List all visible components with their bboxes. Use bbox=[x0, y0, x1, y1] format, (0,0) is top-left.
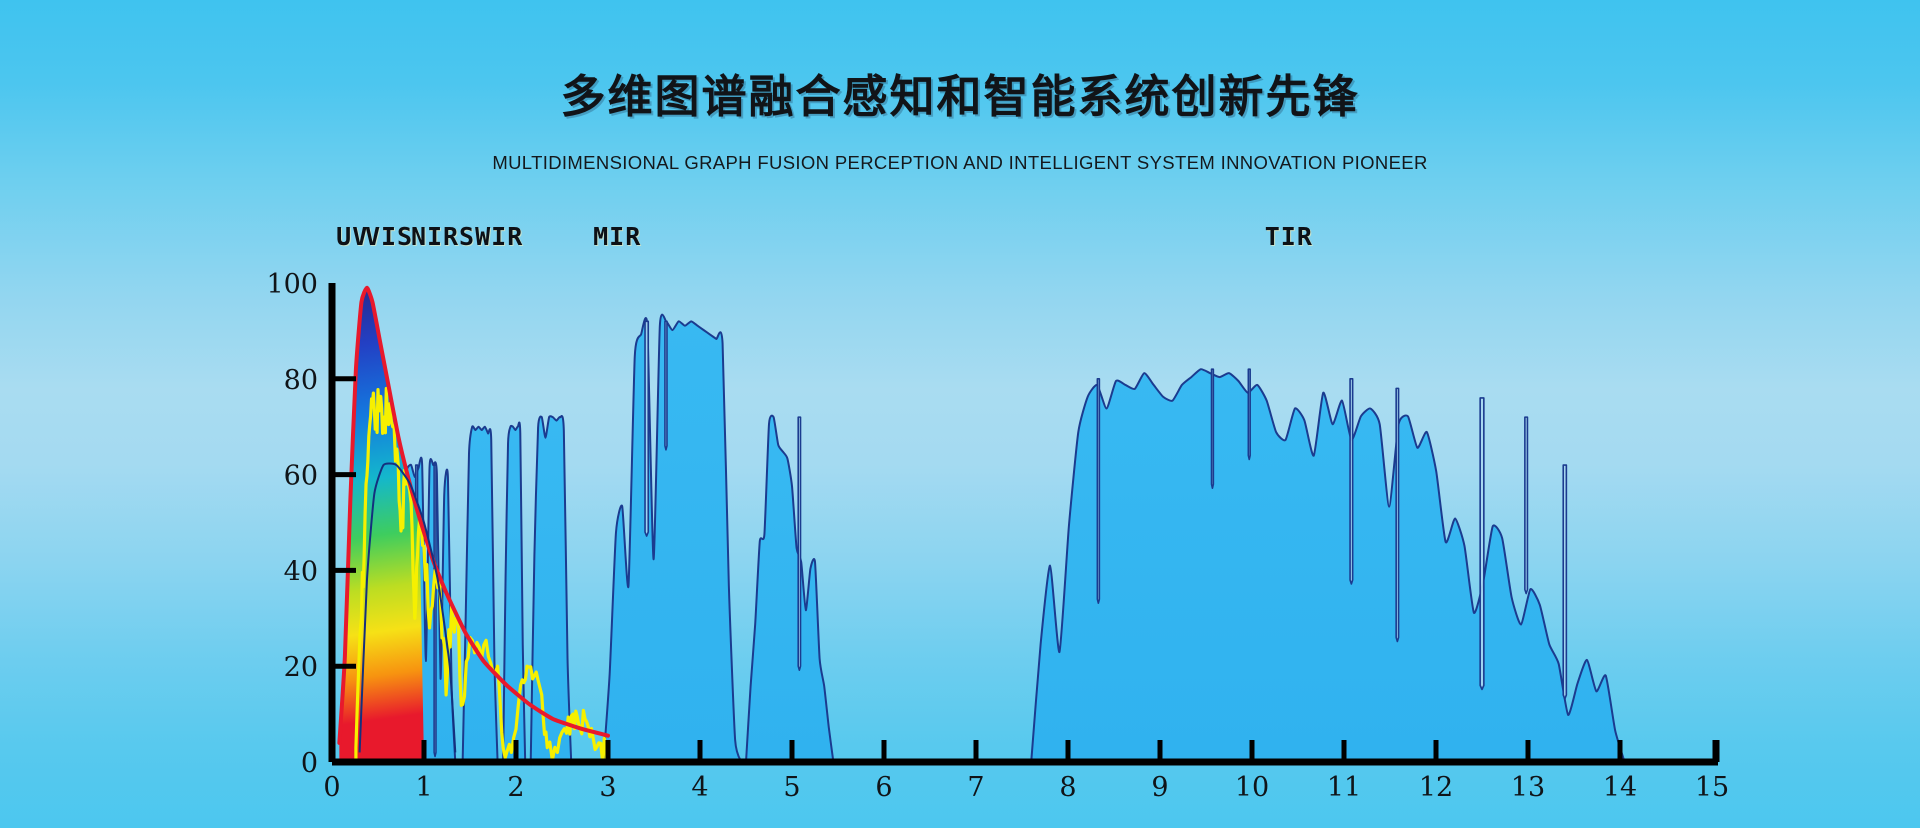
x-tick-label-3: 3 bbox=[599, 772, 616, 803]
band-label-uv: UV bbox=[336, 222, 369, 251]
x-tick-label-10: 10 bbox=[1235, 772, 1269, 803]
absorption-notch-10 bbox=[1395, 387, 1400, 643]
blackbody-path bbox=[337, 285, 610, 745]
atmospheric-window-5 bbox=[745, 414, 835, 763]
band-label-mir: MIR bbox=[593, 222, 642, 251]
atmospheric-window-6 bbox=[1030, 368, 1626, 763]
band-label-swir: SWIR bbox=[459, 222, 524, 251]
absorption-notch-7 bbox=[1210, 368, 1215, 489]
absorption-notch-9 bbox=[1349, 378, 1354, 585]
x-tick-label-13: 13 bbox=[1511, 772, 1545, 803]
x-tick-label-7: 7 bbox=[967, 772, 984, 803]
atmospheric-window-3 bbox=[529, 415, 573, 763]
absorption-notch-2 bbox=[433, 464, 437, 758]
absorption-notch-13 bbox=[1562, 464, 1568, 700]
absorption-notch-6 bbox=[1096, 378, 1101, 604]
absorption-notch-5 bbox=[797, 416, 802, 671]
x-tick-label-4: 4 bbox=[691, 772, 708, 803]
x-tick-label-1: 1 bbox=[415, 772, 432, 803]
page-subtitle: MULTIDIMENSIONAL GRAPH FUSION PERCEPTION… bbox=[492, 152, 1428, 173]
atmospheric-window-2 bbox=[502, 421, 527, 763]
y-tick-label-0: 0 bbox=[301, 748, 318, 779]
blackbody-curve bbox=[337, 285, 610, 753]
x-tick-label-11: 11 bbox=[1327, 772, 1361, 803]
absorption-notch-12 bbox=[1524, 416, 1529, 595]
absorption-notch-8 bbox=[1247, 368, 1251, 461]
y-tick-label-20: 20 bbox=[284, 652, 318, 683]
atmospheric-window-4 bbox=[602, 313, 743, 763]
band-label-tir: TIR bbox=[1264, 222, 1313, 251]
absorption-notch-4 bbox=[664, 320, 668, 451]
visible-window-outline bbox=[358, 462, 457, 753]
absorption-notch-11 bbox=[1479, 397, 1485, 691]
x-tick-label-9: 9 bbox=[1151, 772, 1168, 803]
y-tick-label-100: 100 bbox=[266, 269, 318, 300]
page-title: 多维图谱融合感知和智能系统创新先锋 bbox=[560, 70, 1360, 123]
y-tick-label-80: 80 bbox=[284, 365, 318, 396]
atmospheric-window-areas bbox=[358, 313, 1626, 763]
x-tick-label-14: 14 bbox=[1603, 772, 1637, 803]
x-tick-label-8: 8 bbox=[1059, 772, 1076, 803]
x-tick-label-0: 0 bbox=[323, 772, 340, 803]
y-axis-tick-labels: 0 20 40 60 80 100 bbox=[266, 269, 318, 779]
x-axis-tick-labels: 0 1 2 3 4 5 6 7 8 9 10 11 12 13 14 15 bbox=[323, 772, 1729, 803]
x-tick-label-2: 2 bbox=[507, 772, 524, 803]
absorption-notch-3 bbox=[644, 320, 650, 537]
y-tick-label-60: 60 bbox=[284, 461, 318, 492]
x-tick-label-15: 15 bbox=[1695, 772, 1729, 803]
y-tick-label-40: 40 bbox=[284, 556, 318, 587]
band-label-nir: NIR bbox=[410, 222, 460, 251]
x-tick-label-6: 6 bbox=[875, 772, 892, 803]
chart-axes bbox=[328, 283, 1720, 766]
x-tick-label-5: 5 bbox=[783, 772, 800, 803]
atmospheric-window-1 bbox=[461, 425, 499, 763]
band-label-vis: VIS bbox=[364, 222, 414, 251]
x-tick-label-12: 12 bbox=[1419, 772, 1453, 803]
